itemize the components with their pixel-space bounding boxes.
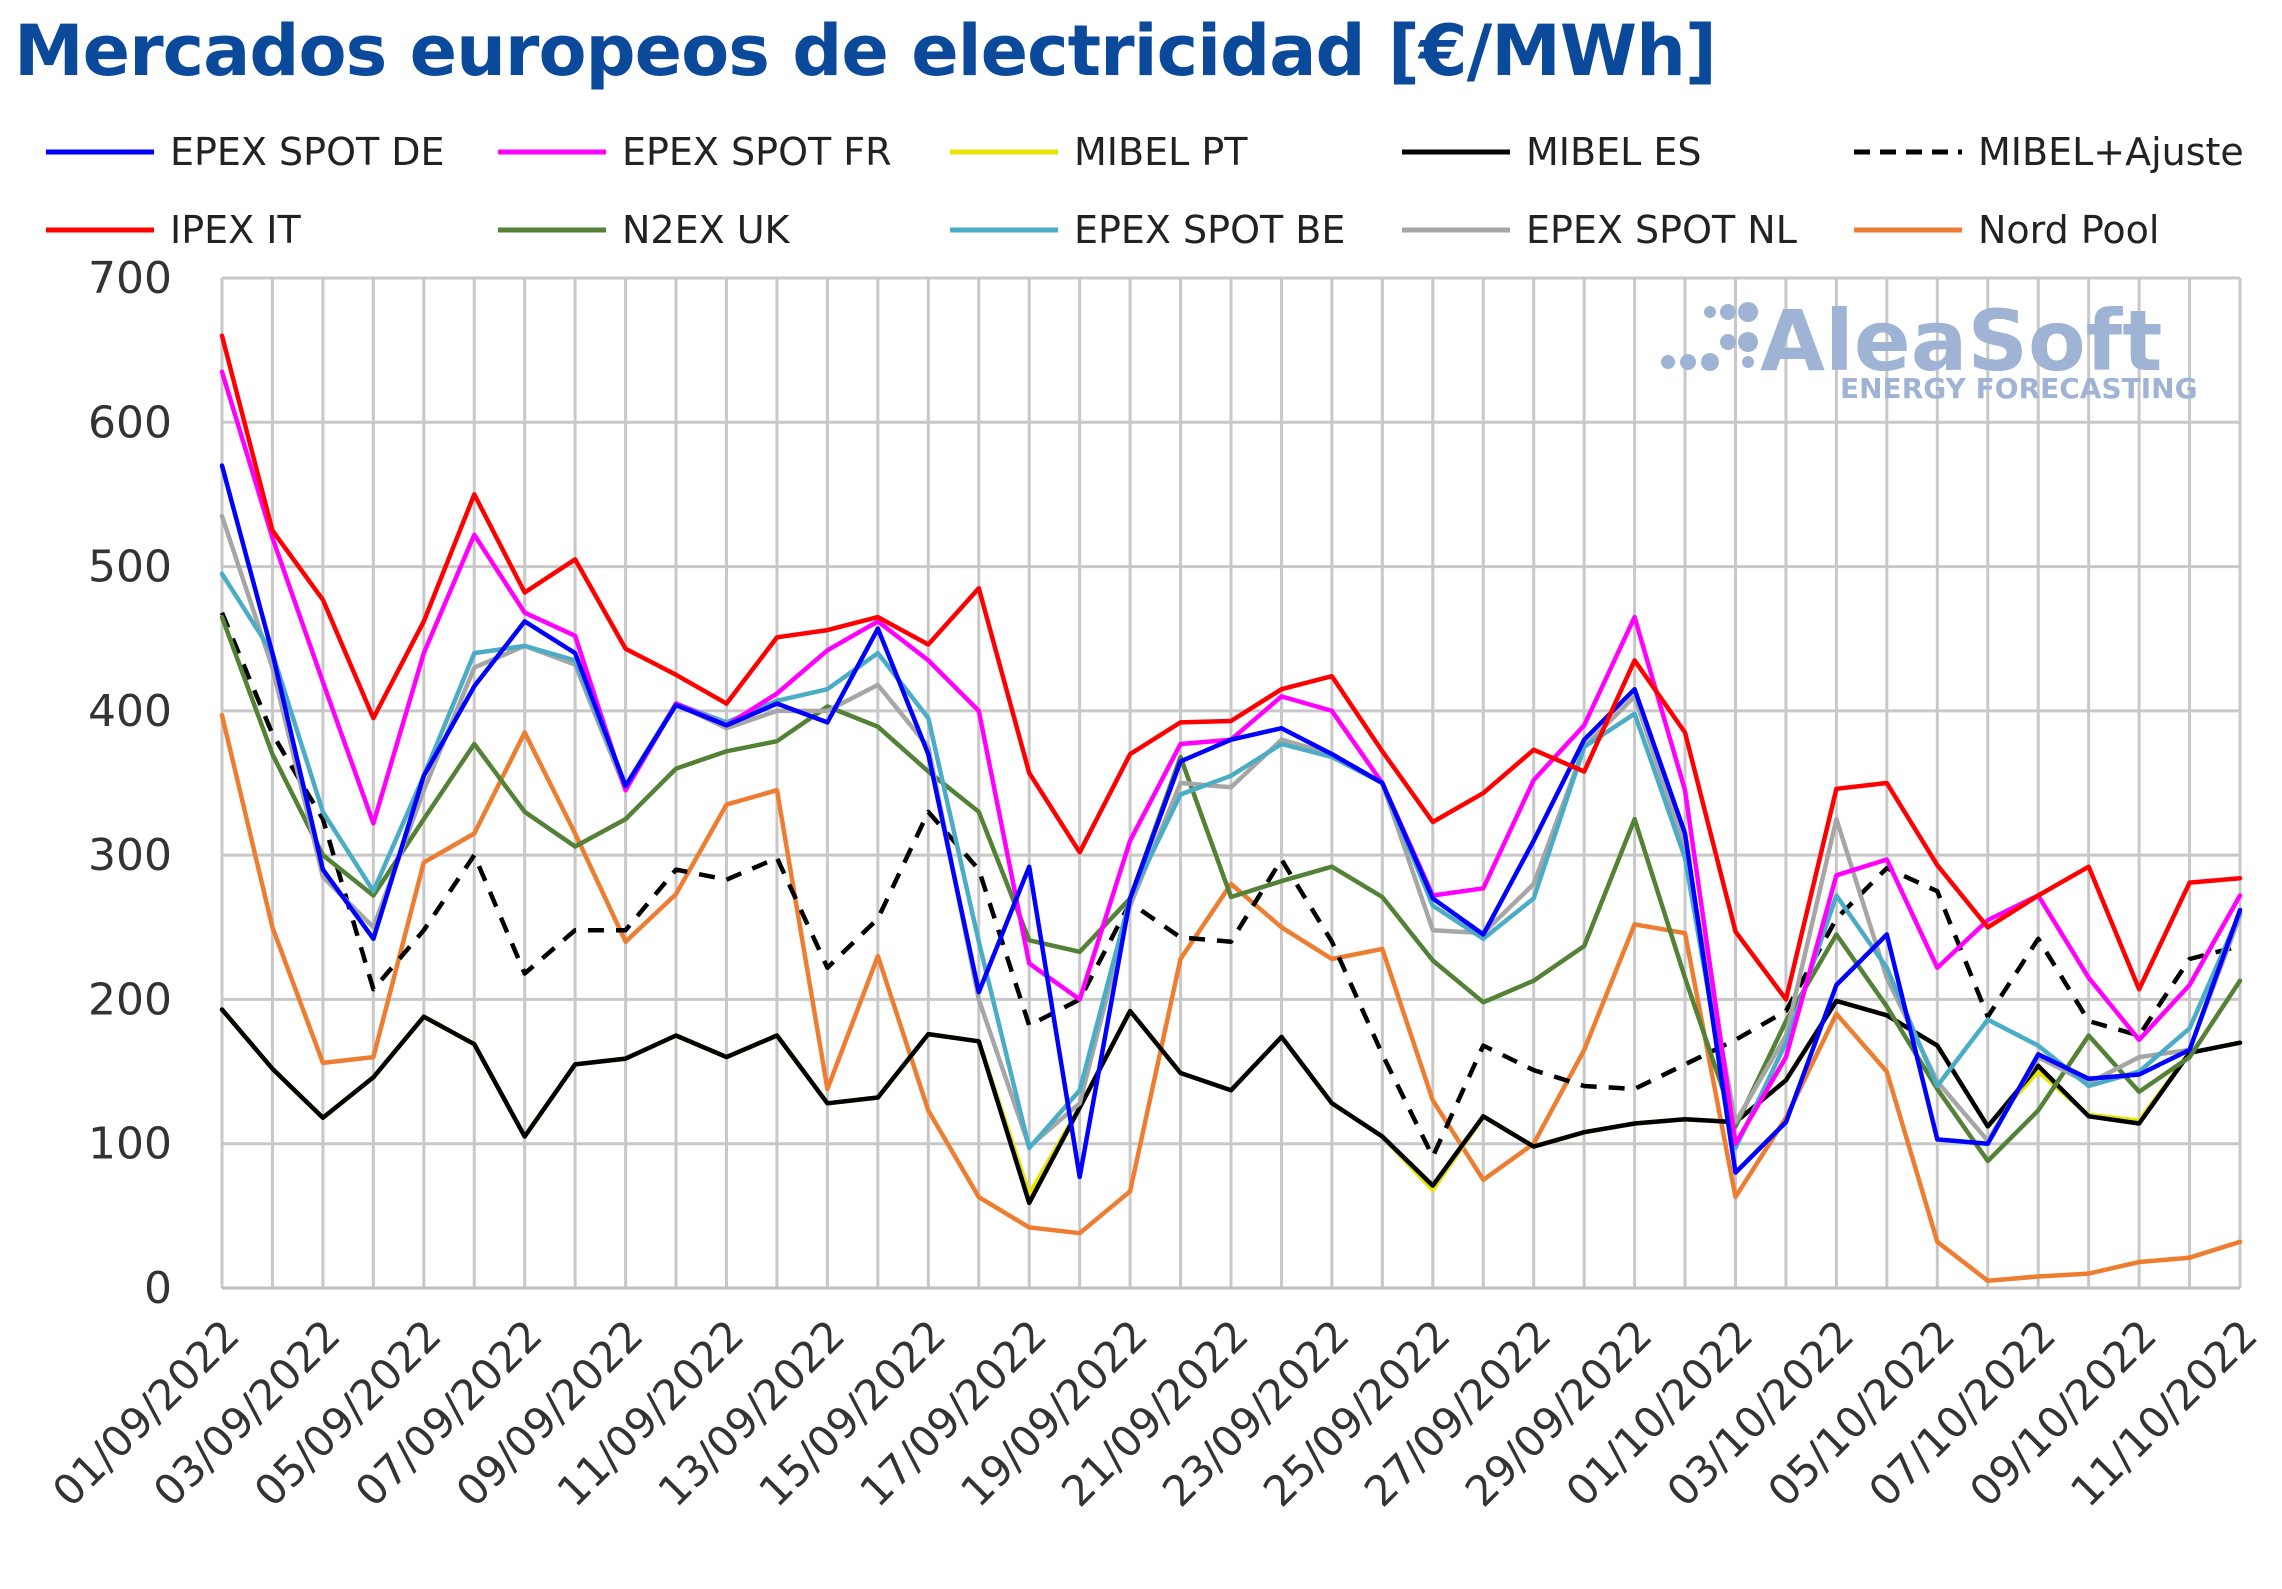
- y-tick-label: 700: [88, 253, 172, 304]
- aleasoft-logo-icon: [1661, 302, 1758, 371]
- series-line-epex-spot-de: [219, 463, 2243, 1180]
- legend-label: IPEX IT: [170, 208, 301, 252]
- y-tick-label: 600: [88, 397, 172, 448]
- legend-item: N2EX UK: [498, 208, 791, 252]
- y-tick-label: 500: [88, 542, 172, 593]
- legend-item: EPEX SPOT FR: [498, 130, 892, 174]
- legend-label: MIBEL PT: [1074, 130, 1248, 174]
- legend-label: N2EX UK: [622, 208, 791, 252]
- legend-item: MIBEL PT: [950, 130, 1248, 174]
- y-tick-label: 200: [88, 974, 172, 1025]
- legend-item: EPEX SPOT BE: [950, 208, 1345, 252]
- grid: [220, 276, 2242, 1290]
- watermark-logo: AleaSoft ENERGY FORECASTING: [1661, 292, 2198, 405]
- y-tick-label: 100: [88, 1119, 172, 1170]
- legend-label: EPEX SPOT NL: [1526, 208, 1797, 252]
- legend-label: MIBEL ES: [1526, 130, 1701, 174]
- y-tick-label: 0: [144, 1263, 172, 1314]
- legend-label: MIBEL+Ajuste: [1978, 130, 2244, 174]
- legend-item: EPEX SPOT DE: [46, 130, 445, 174]
- legend-item: IPEX IT: [46, 208, 301, 252]
- legend: EPEX SPOT DE EPEX SPOT FR MIBEL PT MIBEL ES…: [46, 130, 2244, 252]
- series-line-ipex-it: [219, 333, 2243, 1002]
- legend-item: Nord Pool: [1854, 208, 2159, 252]
- series-lines: [219, 333, 2243, 1284]
- legend-label: Nord Pool: [1978, 208, 2159, 252]
- watermark-brand: AleaSoft: [1760, 292, 2162, 390]
- legend-item: MIBEL ES: [1402, 130, 1701, 174]
- series-line-mibel-es: [219, 998, 2243, 1206]
- legend-label: EPEX SPOT FR: [622, 130, 892, 174]
- series-line-n2ex-uk: [219, 614, 2243, 1164]
- legend-item: EPEX SPOT NL: [1402, 208, 1797, 252]
- legend-item: MIBEL+Ajuste: [1854, 130, 2244, 174]
- series-line-mibel-ajuste: [219, 611, 2241, 1159]
- y-tick-label: 400: [88, 686, 172, 737]
- y-tick-label: 300: [88, 830, 172, 881]
- legend-label: EPEX SPOT DE: [170, 130, 445, 174]
- watermark-tagline: ENERGY FORECASTING: [1840, 372, 2198, 405]
- chart-title: Mercados europeos de electricidad [€/MWh…: [14, 10, 1717, 92]
- series-line-nord-pool: [219, 712, 2243, 1284]
- legend-label: EPEX SPOT BE: [1074, 208, 1345, 252]
